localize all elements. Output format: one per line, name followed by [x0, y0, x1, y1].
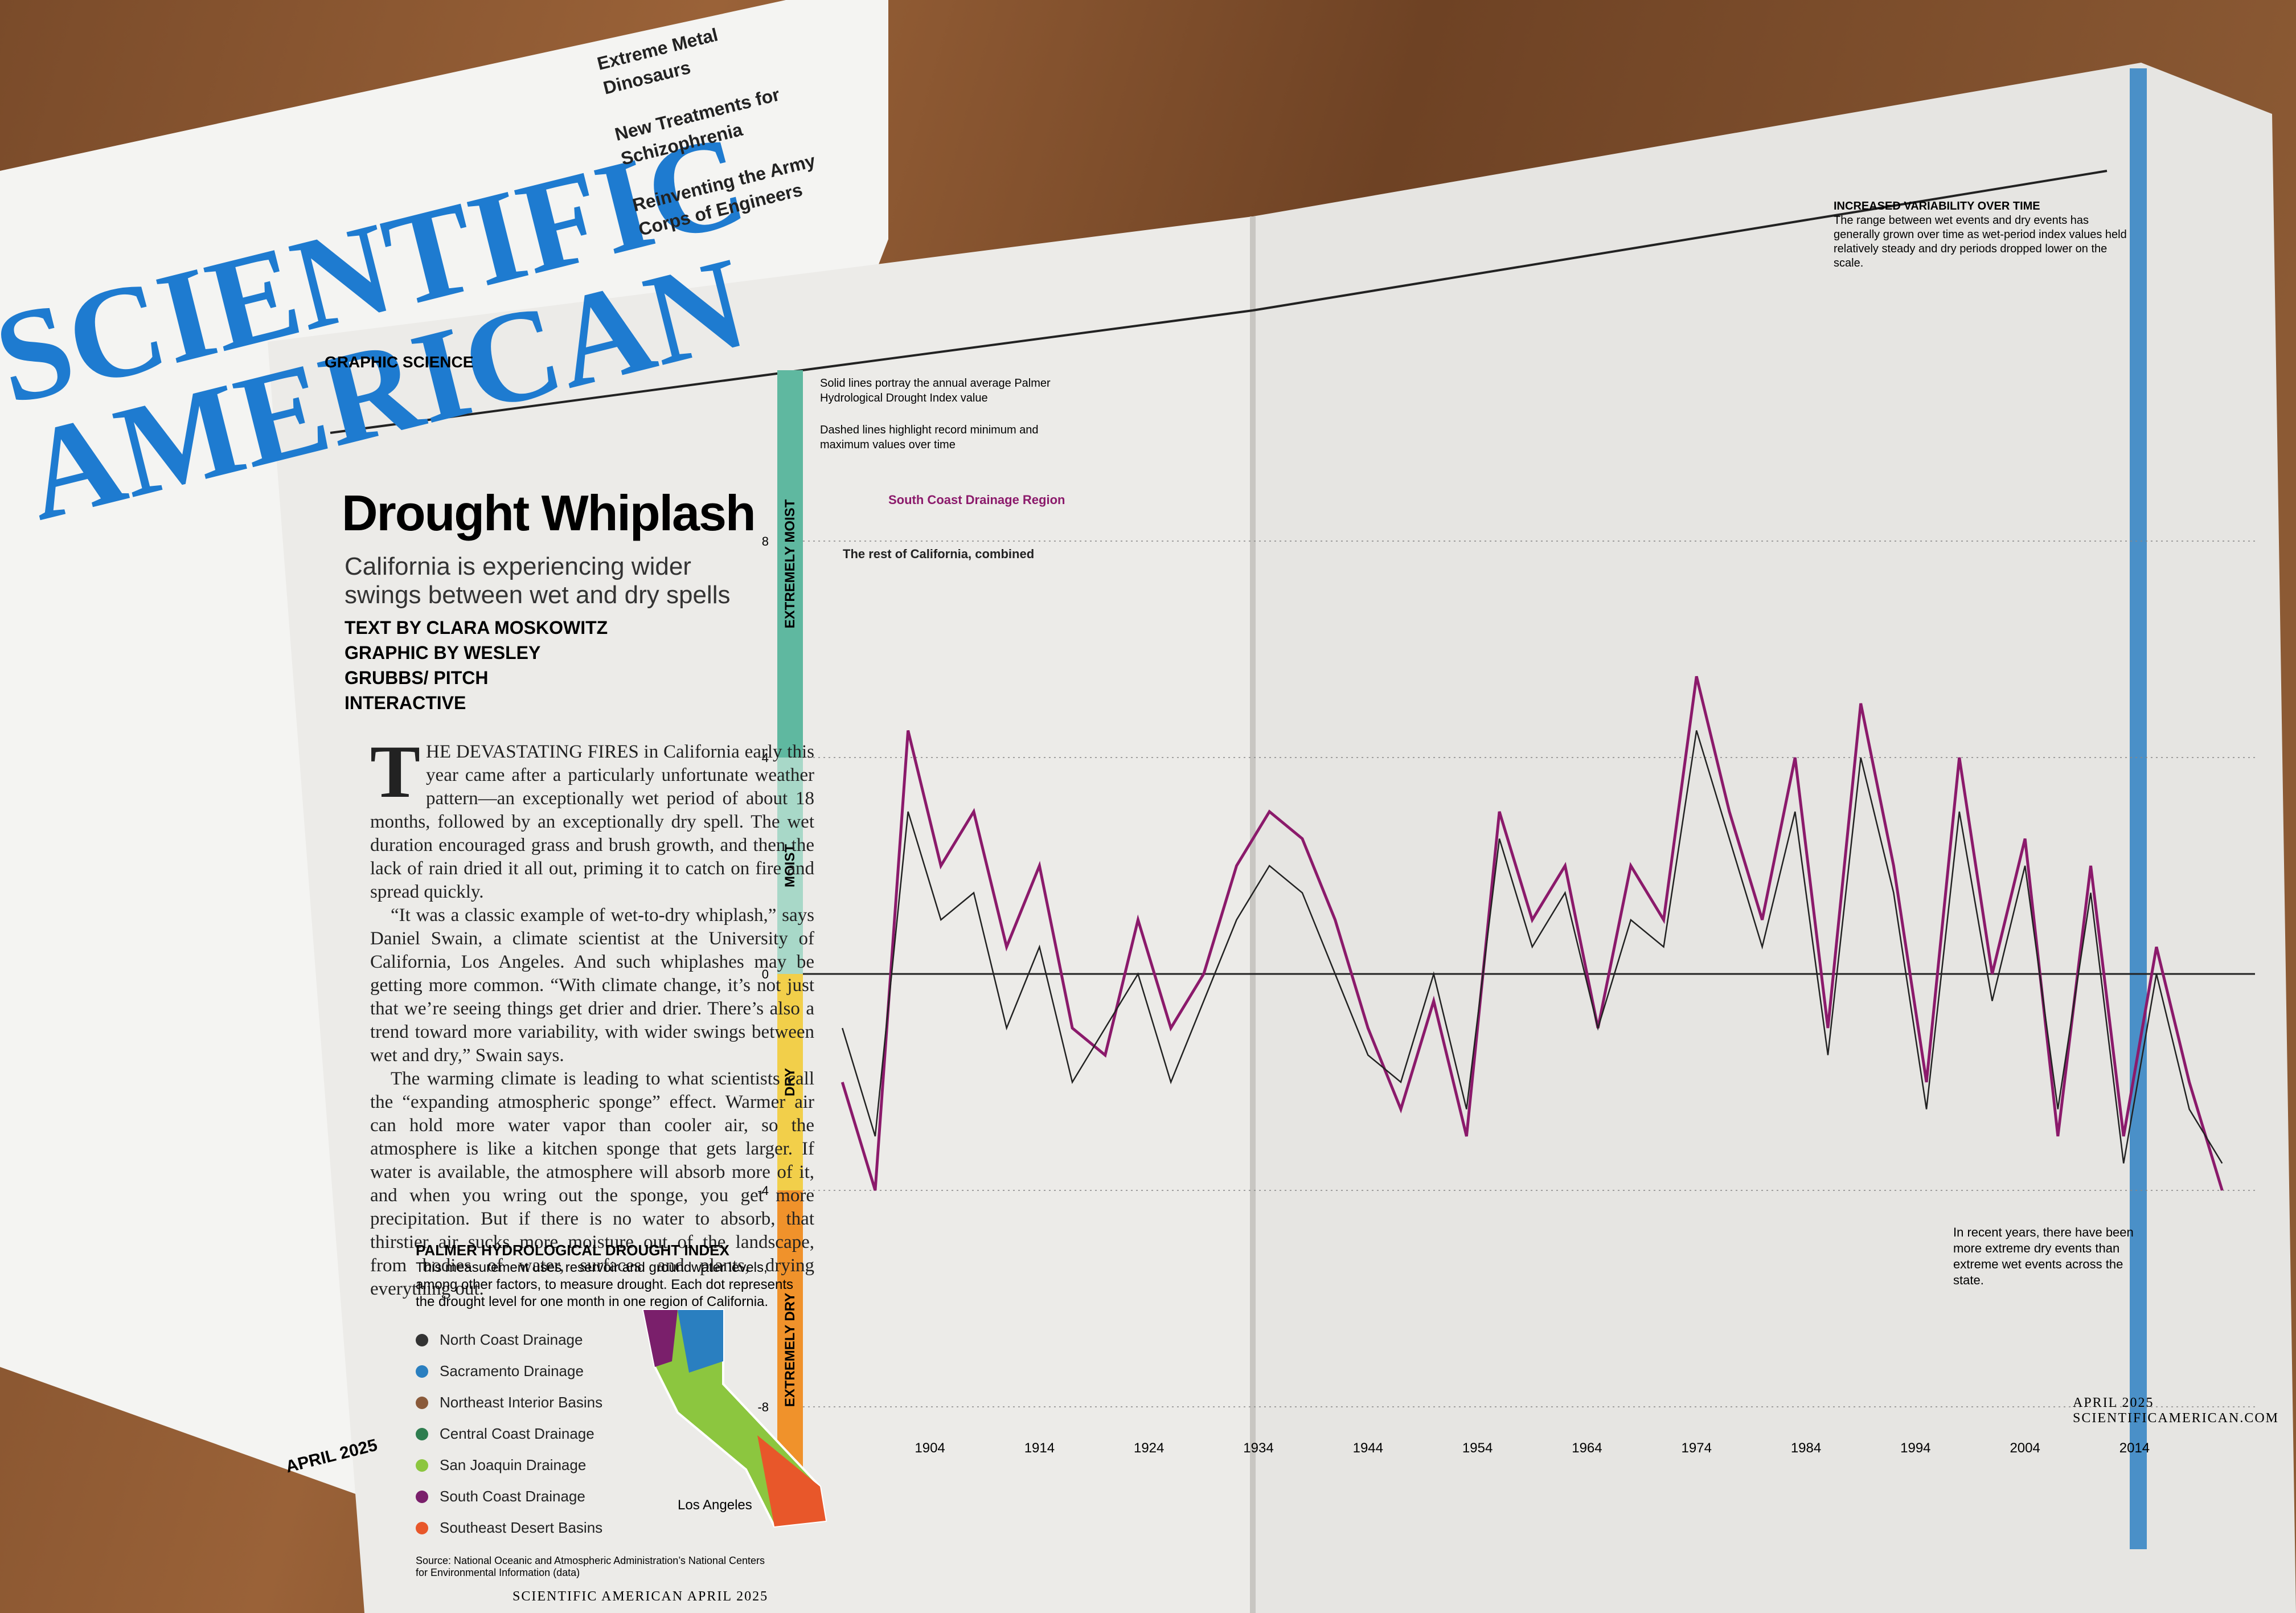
legend-swatch	[416, 1365, 428, 1378]
x-tick-label: 1944	[1353, 1440, 1383, 1456]
region	[678, 1310, 723, 1373]
title: Drought Whiplash	[342, 485, 756, 541]
x-tick-label: 1934	[1243, 1440, 1273, 1456]
legend-label: Central Coast Drainage	[440, 1425, 594, 1442]
series-line	[842, 730, 2223, 1164]
x-tick-label: 1914	[1024, 1440, 1055, 1456]
byline-text: TEXT BY CLARA MOSKOWITZ	[345, 617, 608, 638]
zone-label: EXTREMELY MOIST	[782, 499, 798, 628]
legend-swatch	[416, 1521, 428, 1534]
paragraph: The warming climate is leading to what s…	[370, 1068, 814, 1299]
legend-item: Southeast Desert Basins	[416, 1512, 803, 1544]
x-tick-label: 1984	[1791, 1440, 1821, 1456]
zone-band	[777, 758, 803, 974]
legend-item: Sacramento Drainage	[416, 1356, 803, 1387]
y-tick-label: -8	[757, 1400, 769, 1414]
byline: TEXT BY CLARA MOSKOWITZ GRAPHIC BY WESLE…	[345, 615, 608, 715]
legend-item: North Coast Drainage	[416, 1324, 803, 1356]
chart: EXTREMELY MOIST MOIST DRY EXTREMELY DRY 8 4 0 -…	[757, 370, 2255, 1509]
legend-label: Southeast Desert Basins	[440, 1519, 603, 1536]
folio: APRIL 2025 SCIENTIFICAMERICAN.COM	[2073, 1395, 2279, 1426]
zone-band	[777, 370, 803, 758]
right-page	[1253, 63, 2296, 1613]
legend-item: San Joaquin Drainage	[416, 1450, 803, 1481]
legend-title: PALMER HYDROLOGICAL DROUGHT INDEX	[416, 1242, 729, 1259]
legend-label: South Coast Drainage	[440, 1488, 585, 1505]
series-line	[840, 676, 2224, 1191]
x-tick-label: 2004	[2010, 1440, 2040, 1456]
map: Los Angeles	[642, 1309, 827, 1528]
legend-item: Northeast Interior Basins	[416, 1387, 803, 1418]
x-tick-label: 2014	[2119, 1440, 2150, 1456]
legend-label: San Joaquin Drainage	[440, 1456, 587, 1473]
series-label: The rest of California, combined	[843, 547, 1034, 561]
legend-item: Central Coast Drainage	[416, 1418, 803, 1450]
note: Solid lines portray the annual average P…	[820, 377, 1051, 404]
paragraph: THE DEVASTATING FIRES in California earl…	[370, 730, 814, 902]
page-edge	[2130, 68, 2147, 1549]
paragraph: “It was a classic example of wet-to-dry …	[370, 905, 814, 1066]
y-tick-label: 4	[762, 751, 769, 765]
legend-swatch	[416, 1333, 428, 1346]
annotation-title: INCREASED VARIABILITY OVER TIME	[1834, 200, 2040, 212]
legend-swatch	[416, 1459, 428, 1472]
source: Source: National Oceanic and Atmospheric…	[416, 1555, 765, 1578]
zone-label: EXTREMELY DRY	[782, 1293, 798, 1407]
legend-items: North Coast Drainage Sacramento Drainage N…	[416, 1324, 803, 1544]
region	[757, 1435, 826, 1526]
region	[643, 1310, 678, 1367]
dek: California is experiencing wider swings …	[345, 552, 731, 609]
legend-swatch	[416, 1396, 428, 1409]
legend-item: South Coast Drainage	[416, 1481, 803, 1512]
legend-label: Northeast Interior Basins	[440, 1394, 603, 1411]
zone-label: DRY	[782, 1068, 798, 1096]
section-label: GRAPHIC SCIENCE	[325, 353, 474, 371]
x-tick-label: 1974	[1682, 1440, 1712, 1456]
body: THE DEVASTATING FIRES in California earl…	[370, 730, 814, 1301]
annotation: INCREASED VARIABILITY OVER TIME The rang…	[1834, 199, 2130, 271]
annotation: In recent years, there have been more ex…	[1953, 1225, 2134, 1287]
y-tick-label: 0	[762, 967, 769, 981]
legend-swatch	[416, 1490, 428, 1503]
legend-description: This measurement uses reservoir and grou…	[416, 1260, 794, 1309]
x-tick-label: 1924	[1134, 1440, 1164, 1456]
left-page	[268, 216, 1253, 1613]
y-tick-label: 8	[762, 534, 769, 548]
x-tick-label: 1964	[1572, 1440, 1602, 1456]
x-tick-label: 1954	[1462, 1440, 1493, 1456]
series-label: South Coast Drainage Region	[888, 493, 1065, 507]
zone-label: MOIST	[782, 844, 798, 887]
legend-label: North Coast Drainage	[440, 1331, 583, 1348]
x-tick-label: 1904	[915, 1440, 945, 1456]
legend-swatch	[416, 1427, 428, 1440]
rule	[1252, 170, 2108, 312]
notes: Solid lines portray the annual average P…	[820, 376, 1059, 452]
map-label: Los Angeles	[678, 1497, 752, 1513]
note: Dashed lines highlight record minimum an…	[820, 424, 1039, 451]
y-tick-label: -4	[757, 1184, 769, 1198]
byline-text: GRAPHIC BY WESLEY GRUBBS/ PITCH INTERACT…	[345, 642, 540, 713]
folio: SCIENTIFIC AMERICAN APRIL 2025	[512, 1589, 769, 1604]
annotation-text: The range between wet events and dry eve…	[1834, 214, 2127, 269]
zone-band	[777, 974, 803, 1190]
legend: PALMER HYDROLOGICAL DROUGHT INDEX This m…	[416, 1242, 803, 1579]
legend-label: Sacramento Drainage	[440, 1362, 584, 1379]
x-tick-label: 1994	[1900, 1440, 1930, 1456]
